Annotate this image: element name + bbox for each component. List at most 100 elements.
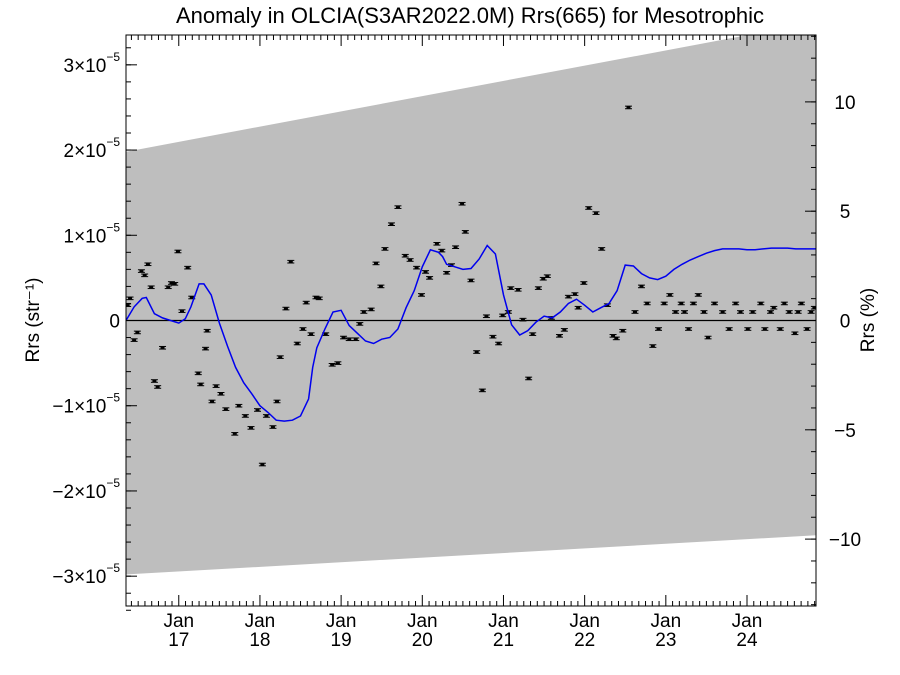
data-point [785,310,793,314]
data-point [203,328,211,333]
y-tick-label-right: −5 [834,421,856,442]
data-point [356,322,364,326]
data-point [807,310,815,314]
data-point [231,432,239,436]
data-point [273,399,281,404]
uncertainty-band [126,35,816,575]
data-point [254,408,262,412]
data-point [458,201,466,206]
y-tick-label-left: −1×10−5 [52,391,120,418]
data-point [700,310,708,314]
data-point [212,384,220,388]
data-point [235,403,243,408]
data-point [401,253,409,258]
data-point [761,327,769,331]
data-point [144,262,152,267]
data-point [467,278,475,283]
smoothed-anomaly-line [126,244,816,422]
data-point [767,310,775,314]
y-tick-label-right: −10 [829,530,861,551]
data-point [499,313,507,318]
data-point [555,334,563,338]
data-point [482,314,490,319]
data-point [585,206,593,210]
data-point [791,331,799,336]
data-point [406,258,414,262]
data-point [171,282,179,286]
y-tick-label-left: 1×10−5 [64,220,121,247]
data-point [643,301,651,306]
data-point [222,407,230,411]
data-point [711,301,719,306]
data-point [719,310,727,314]
y-tick-label-left: 0 [109,312,120,333]
data-point [649,344,657,348]
data-point [334,361,342,365]
data-point [150,379,158,383]
x-tick-label-year: 23 [655,630,676,651]
x-tick-label-month: Jan [245,611,276,632]
data-point [689,301,697,306]
data-point [258,462,266,467]
data-point [130,338,138,342]
data-point [624,105,632,110]
data-point [372,261,380,266]
data-point [328,363,336,367]
smooth-line-layer [126,244,816,422]
data-point [685,327,693,331]
data-point [433,241,441,246]
data-point [580,281,588,285]
data-point [394,205,402,209]
data-point [631,310,639,314]
data-point [732,301,740,306]
data-point [776,327,784,331]
data-point [194,371,202,376]
y-tick-label-right: 10 [834,93,855,114]
data-point [307,332,315,336]
data-point [443,270,451,275]
data-point [564,294,572,299]
y-tick-label-left: −3×10−5 [52,561,120,588]
data-point [534,286,542,290]
x-tick-label-year: 24 [736,630,758,651]
data-point [154,385,162,389]
data-point [381,247,389,251]
data-point [315,296,323,301]
data-point [680,310,688,314]
data-point [241,414,249,418]
data-point [247,426,255,430]
data-point [452,245,460,250]
x-tick-label-month: Jan [488,611,519,632]
y-tick-label-right: 0 [840,312,851,333]
y-tick-label-left: −2×10−5 [52,476,120,503]
data-point [478,388,486,393]
axes-layer: 3×10−5 2×10−5 1×10−5 0 −1×10−5 −2×10−5 −3×10−5… [52,34,861,651]
data-point [637,284,645,289]
data-point [184,265,192,270]
data-point [202,346,210,351]
x-tick-label-month: Jan [407,611,438,632]
data-point [677,301,685,306]
data-point [519,317,527,322]
data-point [302,300,310,305]
data-point [571,292,579,296]
data-point [141,273,149,278]
data-point [770,305,778,310]
data-point [438,248,446,253]
data-point [797,301,805,306]
data-point [174,249,182,254]
data-point [352,337,360,342]
uncertainty-band-layer [126,35,816,575]
data-point [529,332,537,336]
data-point [525,376,533,381]
data-point [208,399,216,404]
data-point [417,293,425,297]
data-point [780,301,788,306]
y-tick-label-left: 3×10−5 [64,50,121,77]
data-point [598,247,606,251]
text-layer: Anomaly in OLCIA(S3AR2022.0M) Rrs(665) f… [23,3,879,362]
data-point [507,286,515,290]
data-point [387,222,395,226]
data-point [495,341,503,346]
data-point [560,328,568,332]
